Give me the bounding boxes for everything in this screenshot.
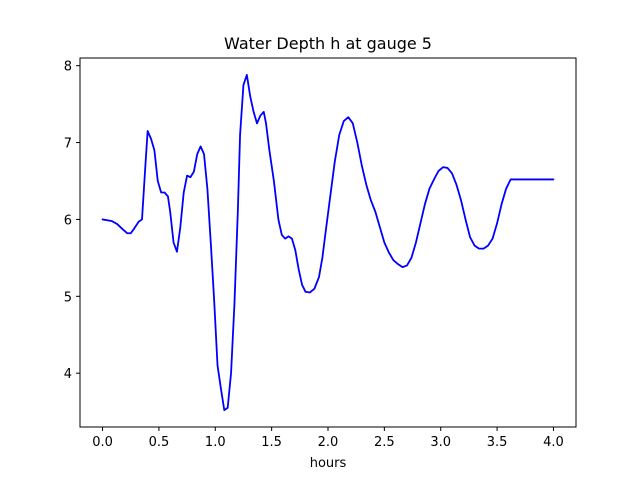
x-tick-label: 3.0: [430, 435, 451, 450]
x-axis-label: hours: [310, 456, 347, 471]
y-tick-label: 6: [64, 213, 72, 228]
x-tick-label: 3.5: [487, 435, 508, 450]
x-tick-label: 0.0: [92, 435, 113, 450]
y-tick-label: 4: [64, 367, 72, 382]
y-tick-label: 8: [64, 60, 72, 75]
x-tick-label: 2.0: [318, 435, 339, 450]
x-tick-label: 1.5: [261, 435, 282, 450]
series-line-0: [101, 74, 555, 411]
x-tick-label: 4.0: [543, 435, 564, 450]
x-tick-label: 2.5: [374, 435, 395, 450]
x-tick-label: 0.5: [149, 435, 170, 450]
plot-area: 0.0 0.5 1.0 1.5 2.0 2.5 3.0 3.5 4.0 4 5 6 7 8: [64, 57, 577, 450]
y-tick-label: 5: [64, 290, 72, 305]
y-tick-label: 7: [64, 137, 72, 152]
x-tick-label: 1.0: [205, 435, 226, 450]
chart-title: Water Depth h at gauge 5: [224, 34, 432, 53]
